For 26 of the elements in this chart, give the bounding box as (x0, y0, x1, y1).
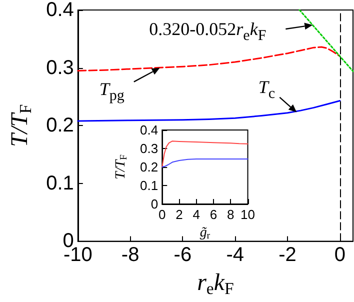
y-tick-label: 0.1 (140, 178, 158, 193)
y-tick-label: 0.4 (46, 0, 74, 21)
y-tick-label: 0 (150, 196, 158, 212)
x-tick-label: 8 (227, 206, 234, 222)
x-tick-label: 6 (210, 206, 218, 222)
line-series (162, 158, 248, 168)
y-tick-label: 0.2 (46, 114, 74, 137)
x-tick-label: 0 (334, 244, 346, 266)
y-axis-title: T/TF (114, 154, 130, 180)
annotation: 0.320-0.052r$_{e}$k$_{F}$ (149, 19, 266, 45)
annotation: T$_{c}$ (258, 78, 275, 102)
line-series (162, 140, 248, 168)
x-tick-label: -8 (121, 244, 140, 266)
x-tick-label: -2 (278, 244, 296, 266)
y-tick-label: 0.1 (46, 172, 74, 194)
x-tick-label: 4 (192, 206, 200, 222)
y-axis-title: T/TF (7, 104, 35, 147)
annotation: T$_{pg}$ (99, 79, 124, 104)
y-tick-label: 0.4 (140, 122, 158, 138)
x-tick-label: 10 (240, 206, 256, 222)
y-tick-label: 0.3 (140, 140, 158, 156)
x-tick-label: 2 (176, 206, 183, 222)
y-tick-label: 0.3 (46, 56, 74, 79)
x-tick-label: -6 (174, 244, 192, 266)
y-tick-label: 0.2 (140, 159, 158, 174)
x-tick-label: -4 (226, 244, 244, 266)
